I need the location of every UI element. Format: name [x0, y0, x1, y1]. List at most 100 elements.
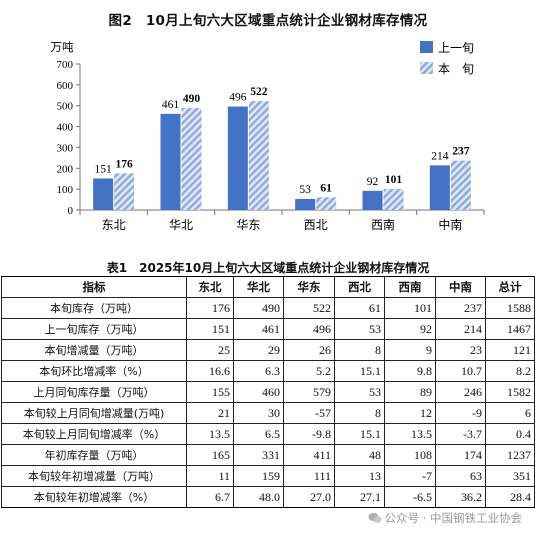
table-cell: 1588 — [485, 297, 535, 319]
data-label: 151 — [95, 164, 113, 176]
data-label: 92 — [367, 176, 379, 188]
chart-title: 图2 10月上旬六大区域重点统计企业钢材库存情况 — [108, 13, 428, 29]
row-label: 本旬库存（万吨） — [1, 297, 187, 319]
y-tick-label: 200 — [57, 163, 74, 175]
row-label: 本旬增减量（万吨） — [1, 339, 187, 361]
data-label: 496 — [229, 92, 247, 104]
wechat-icon — [368, 513, 382, 523]
table-cell: 13.5 — [384, 423, 436, 445]
y-tick-label: 0 — [68, 205, 74, 217]
bar-current-period — [450, 160, 471, 210]
row-label: 年初库存量（万吨） — [1, 444, 187, 466]
watermark: 公众号 · 中国钢铁工业协会 — [368, 510, 522, 526]
table-cell: 579 — [283, 381, 335, 403]
y-tick-label: 500 — [57, 101, 74, 113]
table-header-row: 指标 东北 华北 华东 西北 西南 中南 总计 — [1, 276, 535, 298]
table-cell: 10.7 — [435, 360, 486, 382]
data-label: 61 — [320, 182, 332, 194]
table-cell: 1467 — [485, 318, 535, 340]
table-cell: -9.8 — [283, 423, 335, 445]
table-cell: 25 — [186, 339, 234, 361]
table-cell: 61 — [334, 297, 385, 319]
y-tick-label: 700 — [57, 59, 74, 71]
table-cell: 101 — [384, 297, 436, 319]
data-label: 522 — [250, 86, 268, 98]
header-region: 总计 — [485, 276, 535, 298]
table-cell: 5.2 — [283, 360, 335, 382]
table-row: 本旬较年初增减率（%） 6.7 48.0 27.0 27.1 -6.5 36.2 28.4 — [1, 486, 535, 508]
table-row: 上一旬库存（万吨） 151 461 496 53 92 214 1467 — [1, 318, 535, 340]
table-cell: 159 — [233, 465, 284, 487]
data-label: 176 — [116, 158, 134, 170]
header-region: 东北 — [186, 276, 234, 298]
row-label: 上月同旬库存量（万吨） — [1, 381, 187, 403]
row-label: 本旬较年初增减率（%） — [1, 486, 187, 508]
table-row: 上月同旬库存量（万吨） 155 460 579 53 89 246 1582 — [1, 381, 535, 403]
x-tick-label: 西南 — [371, 217, 395, 232]
table-cell: 6.3 — [233, 360, 284, 382]
table-row: 本旬库存（万吨） 176 490 522 61 101 237 1588 — [1, 297, 535, 319]
legend-swatch-previous — [420, 41, 433, 53]
bar-current-period — [316, 197, 337, 210]
table-cell: -6.5 — [384, 486, 436, 508]
table-cell: 48 — [334, 444, 385, 466]
table-cell: 16.6 — [186, 360, 234, 382]
table-cell: 176 — [186, 297, 234, 319]
row-label: 本旬环比增减率（%） — [1, 360, 187, 382]
y-axis-label: 万吨 — [51, 40, 74, 54]
bar-current-period — [248, 101, 269, 210]
table-cell: 27.0 — [283, 486, 335, 508]
table-cell: 111 — [283, 465, 335, 487]
bar-previous-period — [227, 106, 248, 210]
table-cell: 8.2 — [485, 360, 535, 382]
y-tick-label: 400 — [57, 122, 74, 134]
table-row: 本旬环比增减率（%） 16.6 6.3 5.2 15.1 9.8 10.7 8.2 — [1, 360, 535, 382]
x-tick-label: 东北 — [102, 218, 126, 232]
table-cell: 331 — [233, 444, 284, 466]
table-cell: 155 — [186, 381, 234, 403]
table-cell: 30 — [233, 402, 284, 424]
table-cell: 27.1 — [334, 486, 385, 508]
table-cell: 9 — [384, 339, 436, 361]
table-cell: 237 — [435, 297, 486, 319]
table-cell: 351 — [485, 465, 535, 487]
legend-swatch-current — [420, 62, 433, 74]
table-cell: 460 — [233, 381, 284, 403]
table-cell: 496 — [283, 318, 335, 340]
table-cell: 214 — [435, 318, 486, 340]
bar-current-period — [383, 188, 404, 210]
data-label: 53 — [299, 184, 311, 196]
header-region: 西北 — [334, 276, 385, 298]
table-row: 本旬较年初增减量（万吨） 11 159 111 13 -7 63 351 — [1, 465, 535, 487]
table-cell: 8 — [334, 402, 385, 424]
table-cell: -7 — [384, 465, 436, 487]
bar-current-period — [114, 173, 135, 210]
data-label: 214 — [431, 150, 449, 162]
table-cell: 8 — [334, 339, 385, 361]
header-region: 华东 — [283, 276, 335, 298]
table-cell: 21 — [186, 402, 234, 424]
table-cell: 28.4 — [485, 486, 535, 508]
y-tick-label: 300 — [57, 142, 74, 154]
x-tick-label: 中南 — [438, 217, 462, 232]
table-cell: 36.2 — [435, 486, 486, 508]
header-region: 中南 — [435, 276, 486, 298]
table-cell: -57 — [283, 402, 335, 424]
table-cell: 89 — [384, 381, 436, 403]
y-tick-label: 100 — [57, 184, 74, 196]
data-label: 461 — [162, 99, 180, 111]
bar-previous-period — [295, 198, 316, 210]
bar-previous-period — [93, 178, 114, 210]
header-region: 西南 — [384, 276, 436, 298]
y-tick-label: 600 — [57, 80, 74, 92]
row-label: 上一旬库存（万吨） — [1, 318, 187, 340]
table-cell: 9.8 — [384, 360, 436, 382]
bar-previous-period — [160, 113, 181, 210]
table-row: 本旬较上月同旬增减率（%） 13.5 6.5 -9.8 15.1 13.5 -3.7 0.4 — [1, 423, 535, 445]
table-row: 本旬较上月同旬增减量(万吨) 21 30 -57 8 12 -9 6 — [1, 402, 535, 424]
row-label: 本旬较年初增减量（万吨） — [1, 465, 187, 487]
table-cell: 108 — [384, 444, 436, 466]
table-cell: 23 — [435, 339, 486, 361]
legend-label-current: 本 旬 — [438, 62, 474, 76]
table-cell: 29 — [233, 339, 284, 361]
